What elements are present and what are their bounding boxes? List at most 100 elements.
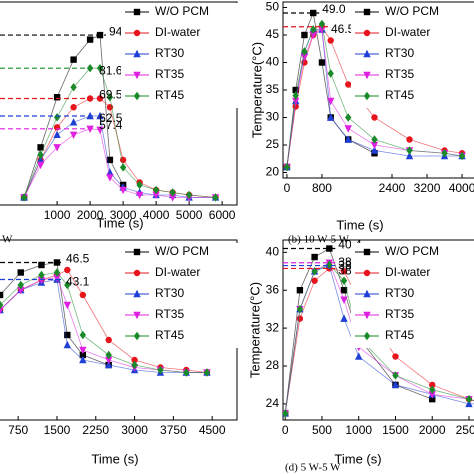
data-point: [69, 118, 78, 126]
data-point: [106, 156, 114, 164]
panel: 1000 2000 3000 4000 5000 600094.881.669.562.5…: [0, 1, 261, 246]
x-tick-label: 2250: [82, 423, 109, 437]
data-point: [106, 174, 114, 182]
data-point: [106, 168, 114, 176]
data-point: [152, 191, 160, 200]
data-point: [168, 194, 177, 202]
y-axis-label: Temperature(°C): [247, 282, 262, 378]
legend-label: RT45: [155, 328, 184, 342]
data-point: [79, 346, 87, 355]
data-point: [105, 336, 112, 344]
data-point: [296, 304, 304, 314]
panel: 05001000150020002500242832364040.438.938…: [247, 238, 474, 474]
data-point: [327, 37, 334, 44]
data-point: [70, 83, 77, 92]
legend-label: DI-water: [155, 25, 200, 39]
plot-frame: [282, 239, 474, 421]
x-tick-label: 4000: [449, 181, 474, 195]
legend-label: RT45: [385, 88, 414, 102]
data-point: [441, 149, 448, 158]
legend-label: W/O PCM: [155, 4, 209, 18]
legend-marker: [363, 289, 371, 298]
legend-marker: [363, 71, 371, 80]
data-point: [38, 270, 45, 280]
legend-marker: [133, 29, 141, 37]
data-point: [311, 253, 318, 261]
x-tick-label: 2000: [77, 208, 104, 222]
legend-marker: [363, 29, 371, 37]
data-point: [185, 190, 193, 200]
legend: W/O PCM DI-water RT30 RT35 RT45: [351, 3, 474, 108]
y-tick-label: 25: [266, 137, 280, 151]
data-point: [370, 141, 379, 150]
data-point: [465, 399, 473, 408]
data-point: [212, 193, 219, 202]
legend-marker: [363, 91, 371, 101]
data-point: [326, 245, 333, 252]
data-point: [86, 36, 94, 43]
data-point: [105, 350, 112, 360]
data-point: [36, 155, 45, 164]
data-point: [327, 69, 334, 78]
data-point: [53, 130, 61, 139]
data-point: [345, 113, 352, 122]
x-tick-label: 3000: [121, 423, 148, 437]
legend-label: RT30: [385, 46, 414, 60]
data-point: [355, 352, 363, 360]
data-point: [429, 385, 436, 394]
x-tick-label: 0: [284, 181, 291, 195]
x-axis-label: Time (s): [334, 451, 381, 466]
x-tick-label: 0: [282, 423, 289, 437]
data-point: [79, 351, 87, 359]
legend-bg: [121, 243, 261, 348]
data-point: [429, 395, 436, 403]
data-point: [53, 144, 61, 152]
data-point: [63, 340, 72, 349]
data-point: [370, 146, 379, 154]
data-point: [131, 360, 138, 370]
data-point: [318, 19, 326, 29]
x-tick-label: 2500: [456, 423, 474, 437]
x-tick-label: 750: [8, 423, 28, 437]
data-point: [53, 124, 61, 131]
data-point: [429, 381, 436, 389]
annotation-label: 46.5: [331, 22, 355, 36]
legend-marker: [133, 71, 141, 80]
data-point: [64, 280, 71, 290]
data-point: [17, 269, 24, 276]
legend-label: DI-water: [385, 265, 430, 279]
legend-label: RT35: [155, 67, 184, 81]
x-tick-label: 3000: [110, 208, 137, 222]
data-point: [318, 26, 326, 34]
x-axis-label: Time (s): [336, 217, 383, 232]
caption: (d) 5 W-5 W: [285, 462, 341, 474]
data-point: [37, 276, 46, 285]
legend-bg: [351, 3, 474, 108]
annotation-label: 49.0: [322, 2, 346, 16]
data-point: [301, 47, 308, 56]
legend-marker: [133, 311, 141, 320]
data-point: [406, 136, 413, 143]
data-point: [0, 300, 4, 310]
x-tick-label: 4000: [143, 208, 170, 222]
y-tick-label: 24: [266, 396, 280, 410]
annotation-label: 46.5: [66, 252, 90, 266]
plot-area: [20, 31, 220, 202]
data-point: [406, 146, 413, 155]
data-point: [340, 296, 348, 304]
annotation-label: 57.4: [99, 118, 123, 132]
legend-marker: [363, 311, 371, 320]
legend-bg: [121, 3, 261, 108]
data-point: [119, 163, 127, 172]
data-point: [345, 81, 352, 88]
x-tick-label: 500: [312, 423, 332, 437]
data-point: [371, 135, 378, 144]
data-point: [344, 135, 352, 143]
data-point: [392, 353, 399, 360]
data-point: [37, 144, 44, 151]
legend-bg: [351, 243, 474, 348]
data-point: [344, 125, 352, 133]
data-point: [96, 63, 104, 73]
